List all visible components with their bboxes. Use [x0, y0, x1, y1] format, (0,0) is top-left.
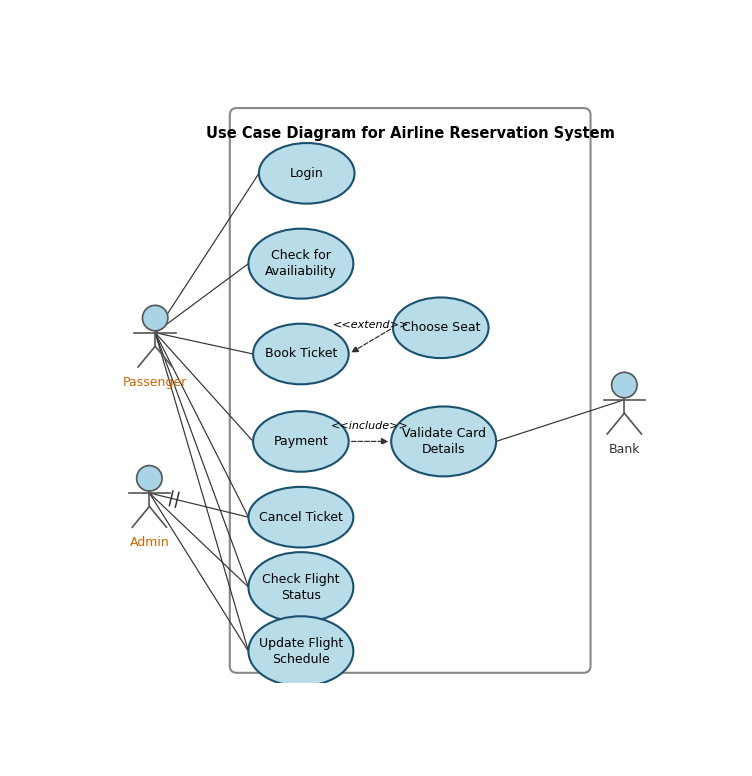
Ellipse shape: [248, 487, 353, 548]
Text: Check Flight
Status: Check Flight Status: [262, 573, 340, 601]
Ellipse shape: [248, 553, 353, 622]
Text: Update Flight
Schedule: Update Flight Schedule: [259, 637, 343, 666]
Text: Payment: Payment: [274, 435, 329, 448]
Text: Bank: Bank: [608, 443, 640, 456]
FancyBboxPatch shape: [230, 108, 590, 673]
Circle shape: [611, 372, 637, 398]
Ellipse shape: [248, 616, 353, 686]
Text: <<extend>>: <<extend>>: [332, 320, 409, 331]
Ellipse shape: [391, 407, 496, 476]
Text: <<include>>: <<include>>: [331, 421, 409, 431]
Text: Check for
Availiability: Check for Availiability: [265, 249, 337, 278]
Circle shape: [142, 305, 168, 331]
Ellipse shape: [253, 411, 349, 472]
Ellipse shape: [248, 229, 353, 299]
Ellipse shape: [253, 324, 349, 384]
Text: Validate Card
Details: Validate Card Details: [402, 427, 486, 456]
Text: Book Ticket: Book Ticket: [265, 348, 337, 361]
Text: Choose Seat: Choose Seat: [402, 321, 480, 334]
Text: Passenger: Passenger: [123, 376, 187, 389]
Ellipse shape: [259, 143, 354, 203]
Circle shape: [137, 466, 162, 491]
Text: Cancel Ticket: Cancel Ticket: [259, 511, 343, 524]
Text: Admin: Admin: [129, 536, 169, 549]
Text: Login: Login: [290, 167, 323, 180]
Text: Use Case Diagram for Airline Reservation System: Use Case Diagram for Airline Reservation…: [206, 126, 614, 140]
Ellipse shape: [393, 297, 489, 358]
